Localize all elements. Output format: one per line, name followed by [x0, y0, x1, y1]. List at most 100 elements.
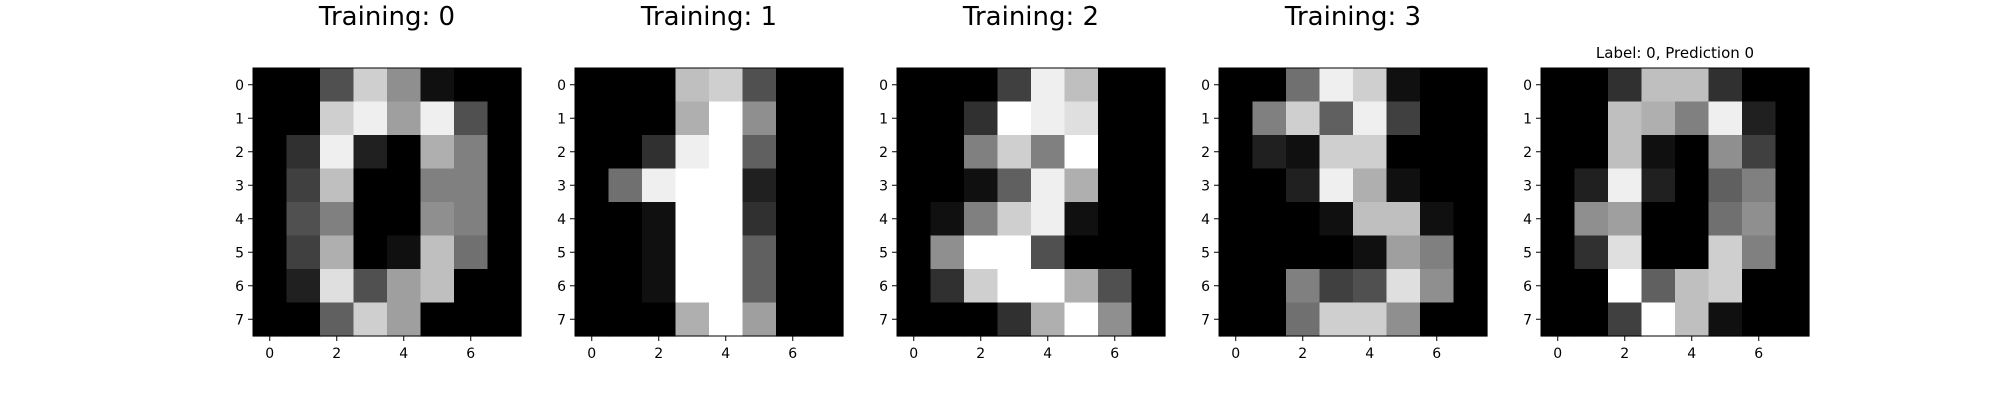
pixel-cell [964, 269, 999, 304]
pixel-cell [253, 101, 288, 136]
y-tick-label: 2 [879, 145, 888, 161]
pixel-cell [675, 101, 710, 136]
pixel-cell [575, 202, 610, 237]
y-tick-label: 1 [879, 111, 888, 127]
pixel-cell [1286, 269, 1321, 304]
pixel-cell [253, 68, 288, 103]
pixel-cell [487, 68, 522, 103]
pixel-cell [1098, 101, 1133, 136]
pixel-cell [1453, 302, 1488, 337]
pixel-cell [642, 68, 677, 103]
pixel-cell [1031, 168, 1066, 203]
pixel-cell [1574, 135, 1609, 170]
pixel-cell [353, 202, 388, 237]
pixel-cell [1353, 135, 1388, 170]
pixel-cell [709, 135, 744, 170]
pixel-cell [253, 168, 288, 203]
panel-title-training-0: Training: 0 [318, 2, 456, 32]
panel-title-prediction: Label: 0, Prediction 0 [1595, 44, 1755, 62]
pixel-cell [1286, 135, 1321, 170]
pixel-cell [1574, 202, 1609, 237]
pixel-cell [642, 302, 677, 337]
pixel-cell [1031, 202, 1066, 237]
pixel-cell [930, 135, 965, 170]
x-tick-label: 4 [721, 346, 730, 362]
pixel-cell [809, 101, 844, 136]
pixel-cell [1675, 269, 1710, 304]
pixel-cell [1286, 202, 1321, 237]
pixel-cell [387, 202, 422, 237]
pixel-cell [387, 101, 422, 136]
x-tick-label: 6 [788, 346, 797, 362]
pixel-cell [1252, 68, 1287, 103]
pixel-cell [1641, 269, 1676, 304]
y-tick-label: 0 [1201, 78, 1210, 94]
pixel-cell [964, 101, 999, 136]
pixel-cell [897, 235, 932, 270]
pixel-cell [1742, 101, 1777, 136]
pixel-cell [897, 135, 932, 170]
pixel-cell [642, 202, 677, 237]
y-tick-label: 3 [557, 178, 566, 194]
y-tick-label: 6 [1201, 279, 1210, 295]
pixel-cell [487, 168, 522, 203]
pixel-cell [709, 235, 744, 270]
y-tick-label: 3 [879, 178, 888, 194]
pixel-cell [1641, 101, 1676, 136]
pixel-cell [1541, 302, 1576, 337]
pixel-cell [487, 202, 522, 237]
pixel-cell [1675, 135, 1710, 170]
y-tick-label: 0 [879, 78, 888, 94]
pixel-cell [1420, 302, 1455, 337]
pixel-cell [1420, 101, 1455, 136]
digit-panel-1: 0 1 2 3 4 5 6 7 0 2 4 6 [557, 67, 844, 362]
pixel-cell [1286, 168, 1321, 203]
pixel-cell [487, 302, 522, 337]
y-tick-label: 4 [879, 212, 888, 228]
y-tick-label: 0 [1523, 78, 1532, 94]
pixel-cell [1219, 68, 1254, 103]
pixel-cell [1252, 101, 1287, 136]
pixel-cell [1541, 168, 1576, 203]
pixel-cell [1608, 269, 1643, 304]
y-tick-label: 1 [1523, 111, 1532, 127]
axes-frame [252, 67, 522, 337]
pixel-cell [1608, 68, 1643, 103]
pixel-cell [642, 101, 677, 136]
digit-panel-4: 0 1 2 3 4 5 6 7 0 2 4 6 [1523, 67, 1810, 362]
pixel-cell [1219, 235, 1254, 270]
pixel-cell [675, 202, 710, 237]
pixel-cell [1420, 168, 1455, 203]
pixel-cell [1420, 68, 1455, 103]
pixel-cell [1541, 101, 1576, 136]
pixel-cell [1541, 235, 1576, 270]
pixel-cell [1252, 202, 1287, 237]
pixel-cell [1708, 235, 1743, 270]
pixel-cell [997, 101, 1032, 136]
pixel-cell [1541, 135, 1576, 170]
pixel-cell [1098, 302, 1133, 337]
pixel-cell [575, 101, 610, 136]
pixel-cell [964, 202, 999, 237]
pixel-cell [1252, 135, 1287, 170]
y-tick-label: 6 [557, 279, 566, 295]
pixel-cell [1708, 101, 1743, 136]
pixel-cell [1574, 101, 1609, 136]
digit-panel-0: 0 1 2 3 4 5 6 7 0 2 4 6 [235, 67, 522, 362]
pixel-cell [608, 235, 643, 270]
x-tick-label: 4 [1365, 346, 1374, 362]
pixel-cell [1098, 68, 1133, 103]
pixel-cell [1064, 202, 1099, 237]
pixel-cell [1252, 302, 1287, 337]
y-tick-label: 2 [235, 145, 244, 161]
pixel-cell [1708, 168, 1743, 203]
pixel-cell [1742, 235, 1777, 270]
pixel-cell [997, 168, 1032, 203]
pixel-cell [1319, 101, 1354, 136]
pixel-cell [742, 202, 777, 237]
pixel-cell [1574, 269, 1609, 304]
pixel-cell [1064, 302, 1099, 337]
digit-panel-2: 0 1 2 3 4 5 6 7 0 2 4 6 [879, 67, 1166, 362]
pixel-cell [809, 135, 844, 170]
